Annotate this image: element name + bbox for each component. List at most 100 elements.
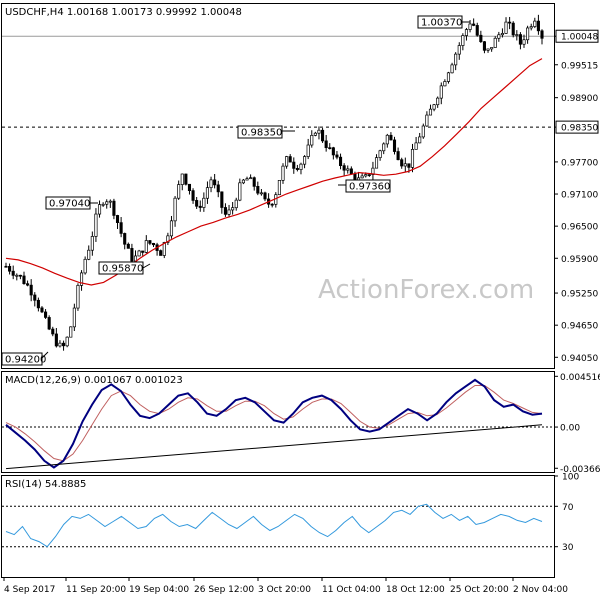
candle-body [328, 147, 332, 150]
candle-body [195, 200, 199, 207]
price-axis-label: 0.95250 [561, 290, 598, 300]
candle-body [213, 179, 217, 186]
candle-body [500, 33, 504, 36]
candle-body [94, 213, 98, 237]
candle-body [428, 108, 433, 116]
candle-body [40, 307, 44, 313]
candle-body [26, 283, 30, 286]
price-axis-label: 0.98350 [561, 124, 598, 134]
candle-body [482, 41, 486, 51]
candle-body [522, 39, 526, 45]
candle-body [536, 20, 540, 32]
price-annotation-box [1, 352, 43, 366]
candle-body [295, 168, 299, 170]
rsi-title: RSI(14) 54.8885 [5, 479, 86, 490]
candle-body [392, 139, 397, 152]
candle-body [62, 342, 66, 347]
time-axis-label: 11 Sep 20:00 [66, 585, 126, 595]
candle-body [141, 250, 145, 253]
candle-body [410, 149, 415, 168]
price-annotation-label: 0.97040 [49, 199, 90, 210]
price-axis-label: 0.98900 [561, 94, 598, 104]
candle-body [461, 35, 465, 46]
candle-body [123, 233, 127, 245]
candle-body [263, 192, 267, 200]
candle-body [209, 179, 213, 189]
candle-body [58, 342, 62, 347]
rsi-axis-label: 70 [562, 503, 574, 513]
candle-body [87, 249, 91, 260]
candle-body [490, 47, 494, 50]
candle-body [36, 299, 40, 309]
candle-body [130, 248, 134, 262]
price-annotation-label: 0.98350 [241, 128, 282, 139]
candle-body [407, 163, 411, 168]
time-axis-label: 3 Oct 20:00 [258, 585, 311, 595]
main-panel-frame [1, 3, 555, 369]
price-axis-label: 0.97700 [561, 158, 598, 168]
price-annotation-label: 0.97360 [349, 182, 390, 193]
candle-body [281, 165, 285, 181]
candle-body [339, 156, 343, 167]
candle-body [306, 144, 310, 157]
candle-body [403, 163, 407, 167]
candle-body [97, 204, 102, 215]
rsi-panel-frame [1, 475, 555, 578]
candle-body [187, 183, 192, 191]
candle-body [367, 174, 371, 176]
price-annotation-box [45, 196, 91, 210]
candle-body [241, 179, 245, 184]
candle-body [508, 21, 512, 24]
axis-layer: 1.00048 0.99515 0.98900 0.98350 0.97700 0.971… [3, 29, 600, 595]
candle-body [414, 142, 418, 150]
candle-body [173, 197, 177, 222]
candle-body [533, 20, 537, 27]
candle-body [198, 205, 202, 208]
candle-body [421, 125, 425, 138]
price-annotation-box [417, 15, 463, 29]
price-axis-label: 0.95900 [561, 255, 598, 265]
price-series-layer: 1.00370 0.98350 0.97040 0.97360 0.95870 0.942… [1, 14, 554, 366]
symbol-info: USDCHF,H4 1.00168 1.00173 0.99992 1.0004… [5, 7, 242, 18]
candle-body [342, 165, 346, 171]
candle-body [162, 242, 166, 256]
candle-body [446, 72, 451, 82]
candle-body [389, 134, 393, 141]
candle-body [479, 34, 483, 43]
candle-body [54, 333, 58, 347]
price-axis-label: 0.99515 [561, 61, 598, 71]
candle-body [385, 134, 389, 145]
candle-body [119, 222, 123, 234]
candle-body [374, 157, 379, 169]
candle-body [205, 187, 209, 199]
price-axis-label: 0.97100 [561, 191, 598, 201]
candle-body [112, 200, 116, 216]
price-annotation-box [98, 261, 144, 275]
candle-body [277, 180, 281, 196]
candle-body [321, 129, 325, 142]
candle-body [529, 26, 533, 29]
candle-body [518, 34, 522, 45]
candle-body [105, 201, 109, 205]
time-axis-label: 4 Sep 2017 [4, 585, 55, 595]
candle-body [108, 200, 112, 203]
candle-body [468, 23, 472, 30]
candle-body [33, 294, 37, 301]
macd-axis-label: 0.004516 [560, 373, 600, 383]
price-annotation-label: 0.95870 [102, 264, 143, 275]
candle-body [346, 168, 350, 171]
candle-body [4, 265, 8, 268]
candle-body [515, 34, 519, 36]
candle-body [180, 173, 184, 185]
candle-body [425, 114, 429, 127]
time-axis-label: 25 Oct 20:00 [450, 585, 509, 595]
time-axis-label: 19 Sep 04:00 [129, 585, 189, 595]
candle-body [443, 81, 447, 87]
candle-body [288, 156, 292, 163]
candle-body [47, 317, 51, 330]
candle-body [540, 30, 544, 39]
price-axis-label: 0.96500 [561, 223, 598, 233]
price-axis-label: 0.94050 [561, 354, 598, 364]
candle-body [169, 220, 174, 237]
